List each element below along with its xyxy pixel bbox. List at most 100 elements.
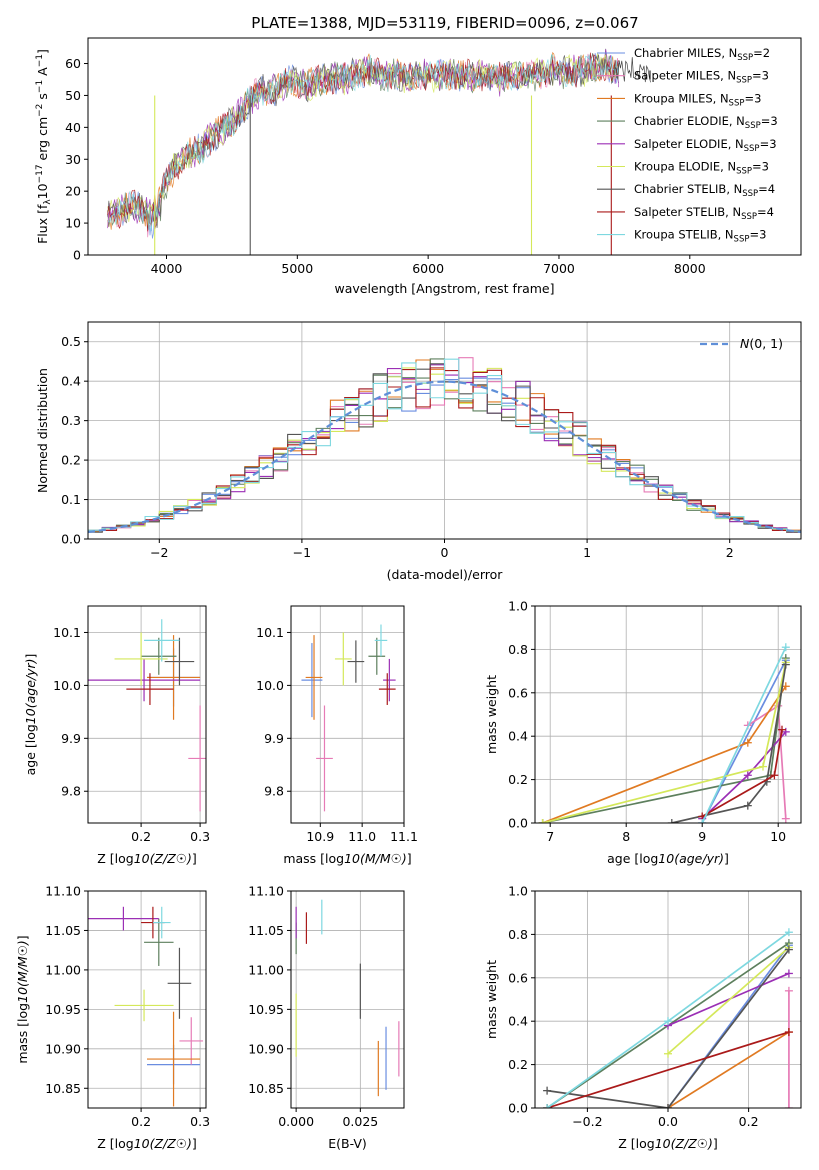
x-tick-label: 7	[546, 829, 554, 844]
label-part: Z [log	[97, 851, 133, 866]
label-part: =3	[752, 69, 769, 83]
legend-label: Chabrier ELODIE, NSSP=3	[634, 114, 778, 131]
label-part: ]	[192, 851, 197, 866]
panel-mass-vs-ebv: 0.000 0.025 10.85 10.90 10.95 11.00 11.05 11.10…	[248, 884, 405, 1151]
x-axis-label: age [log10(age/yr)]	[607, 851, 729, 866]
axes-frame	[87, 605, 207, 824]
label-part: 10(age/yr)	[658, 851, 724, 866]
x-tick-label: −0.2	[572, 1114, 602, 1129]
x-tick-label: 0.025	[342, 1114, 378, 1129]
spectrum-model-line	[107, 52, 619, 232]
label-part: =2	[753, 46, 770, 60]
y-tick-label: 1.0	[508, 884, 528, 899]
x-tick-label: −2	[150, 545, 168, 560]
y-tick-label: 9.9	[61, 731, 81, 746]
label-part: =3	[761, 114, 778, 128]
axes-frame	[534, 605, 802, 824]
label-part: SSP	[736, 76, 752, 86]
label-part: Z [log	[97, 1136, 133, 1151]
weight-line	[546, 1031, 790, 1108]
label-part: Kroupa STELIB, N	[634, 228, 734, 242]
panel-mass-weight-vs-z: −0.2 0.0 0.2 0.0 0.2 0.4 0.6 0.8 1.0 mass weight Z…	[484, 884, 802, 1151]
x-tick-label: 8	[622, 829, 630, 844]
y-axis-label: Normed distribution	[35, 368, 50, 493]
y-tick-label: 11.00	[248, 962, 284, 977]
y-tick-label: 10.95	[45, 1002, 81, 1017]
x-axis-label: Z [log10(Z/Z☉)]	[97, 1136, 197, 1151]
y-axis-label: age [log10(age/yr)]	[23, 654, 38, 776]
plot-area	[88, 619, 206, 812]
y-tick-label: 1.0	[508, 599, 528, 614]
label-part: =3	[749, 228, 766, 242]
label-part: =3	[760, 137, 777, 151]
weight-line	[546, 949, 790, 1108]
y-tick-label: 60	[65, 56, 81, 71]
x-tick-label: 1	[583, 545, 591, 560]
label-part: age [log	[23, 724, 38, 775]
label-part: Kroupa ELODIE, N	[634, 160, 736, 174]
label-part: ]	[407, 851, 412, 866]
y-tick-label: 10.90	[45, 1041, 81, 1056]
label-part: 10(Z/Z☉)	[655, 1136, 713, 1151]
x-tick-label: 10.9	[306, 829, 334, 844]
label-part: ]	[724, 851, 729, 866]
label-part: 10(Z/Z☉)	[134, 1136, 192, 1151]
y-tick-label: 10.1	[53, 625, 81, 640]
label-part: −1	[35, 80, 45, 93]
x-tick-label: 0.3	[190, 829, 210, 844]
legend-label: Kroupa ELODIE, NSSP=3	[634, 160, 769, 177]
label-part: mass [log	[283, 851, 344, 866]
label-part: Salpeter MILES, N	[634, 69, 736, 83]
label-part: 10	[35, 183, 50, 199]
x-tick-label: 0.2	[131, 829, 151, 844]
y-axis-label: Flux [fλ10−17 erg cm−2 s−1 A−1]	[35, 49, 53, 244]
panel-mass-weight-vs-age: 7 8 9 10 0.0 0.2 0.4 0.6 0.8 1.0 mass weight age [l…	[484, 599, 802, 866]
label-part: −1	[35, 54, 45, 67]
x-tick-label: 7000	[543, 261, 575, 276]
panel-age-vs-z: 0.2 0.39.89.910.010.1Z [log10(Z/Z☉)]age […	[23, 605, 210, 866]
y-tick-label: 30	[65, 152, 81, 167]
y-tick-label: 0.0	[508, 816, 528, 831]
y-tick-label: 11.05	[248, 923, 284, 938]
label-part: =4	[757, 205, 774, 219]
x-tick-label: 2	[726, 545, 734, 560]
spectrum-model-line	[107, 53, 619, 231]
panel-mass-vs-z: 0.2 0.3 10.85 10.90 10.95 11.00 11.05 11.10 Z [l…	[15, 884, 210, 1152]
label-part: SSP	[734, 235, 750, 245]
plot-area	[301, 624, 396, 812]
x-axis-label: wavelength [Angstrom, rest frame]	[334, 281, 554, 296]
label-part: 10(age/yr)	[23, 658, 38, 724]
legend-label: Kroupa MILES, NSSP=3	[634, 91, 761, 108]
y-tick-label: 0.6	[508, 970, 528, 985]
weight-line	[667, 946, 790, 1055]
figure-title: PLATE=1388, MJD=53119, FIBERID=0096, z=0…	[251, 14, 638, 32]
x-tick-label: 0	[441, 545, 449, 560]
y-tick-label: 10.0	[53, 678, 81, 693]
label-part: Chabrier ELODIE, N	[634, 114, 745, 128]
label-part: Z [log	[618, 1136, 654, 1151]
label-part: Salpeter ELODIE, N	[634, 137, 744, 151]
label-part: 10(M/M☉)	[344, 851, 407, 866]
label-part: SSP	[745, 121, 761, 131]
x-axis-label: (data-model)/error	[387, 567, 504, 582]
y-tick-label: 0.1	[61, 492, 81, 507]
x-axis-label: Z [log10(Z/Z☉)]	[97, 851, 197, 866]
y-tick-label: 50	[65, 88, 81, 103]
label-part: 10(Z/Z☉)	[134, 851, 192, 866]
axes-frame	[290, 605, 405, 824]
label-part: 10(M/M☉)	[15, 940, 30, 1003]
y-tick-label: 20	[65, 184, 81, 199]
y-tick-label: 0.2	[508, 1057, 528, 1072]
legend-label: Salpeter STELIB, NSSP=4	[634, 205, 774, 222]
y-tick-label: 10.1	[256, 625, 284, 640]
panel-residuals: −2 −1 0 1 2 0.0 0.1 0.2 0.3 0.4 0.5 (data-model)/er…	[35, 321, 802, 582]
label-part: ]	[713, 1136, 718, 1151]
y-tick-label: 11.10	[248, 884, 284, 899]
gaussian-curve	[88, 380, 801, 534]
x-tick-label: 10	[770, 829, 786, 844]
panels: 4000 5000 6000 7000 80000102030405060wavelen…	[15, 37, 802, 1152]
x-tick-label: 0.3	[190, 1114, 210, 1129]
y-tick-label: 9.9	[264, 731, 284, 746]
label-part: Chabrier MILES, N	[634, 46, 737, 60]
